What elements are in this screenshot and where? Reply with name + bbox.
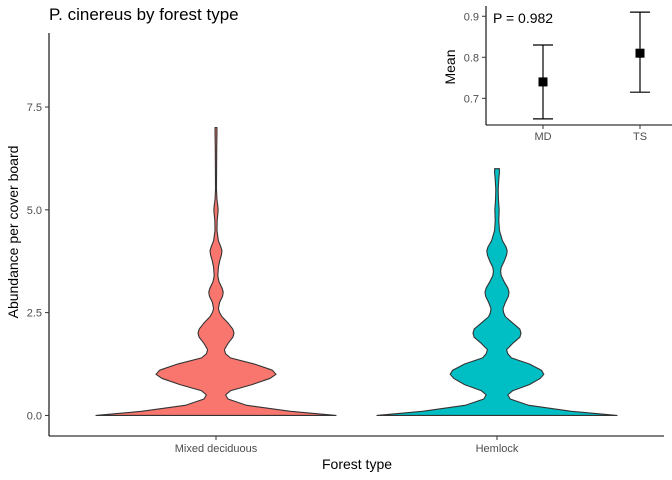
inset-y-tick-label: 0.7 (464, 93, 479, 105)
x-axis-label: Forest type (322, 456, 392, 472)
inset-mean-point (635, 48, 645, 58)
inset-point-group (533, 11, 650, 120)
violin-plot: P. cinereus by forest type 0.02.55.07.5 … (5, 5, 664, 472)
violin-mixed-deciduous (95, 127, 337, 416)
x-tick-label: Mixed deciduous (175, 443, 258, 455)
y-tick-label: 5.0 (27, 205, 42, 217)
inset-x-tick-group: MD TS (534, 125, 647, 143)
inset-y-axis-label: Mean (442, 49, 458, 84)
y-tick-group: 0.0 2.5 5.0 7.5 (27, 102, 49, 422)
inset-mean-plot: 0.7 0.8 0.9 MD TS P = 0.982 Mean (442, 0, 672, 143)
y-tick-label: 7.5 (27, 102, 42, 114)
inset-x-tick-label: TS (633, 131, 647, 143)
inset-y-tick-group: 0.7 0.8 0.9 (464, 11, 486, 105)
inset-annotation: P = 0.982 (493, 10, 553, 26)
inset-background (484, 0, 672, 140)
chart-title: P. cinereus by forest type (49, 5, 239, 24)
inset-y-tick-label: 0.8 (464, 52, 479, 64)
x-tick-label: Hemlock (476, 443, 519, 455)
violin-hemlock (376, 168, 618, 416)
inset-y-tick-label: 0.9 (464, 11, 479, 23)
x-tick-group: Mixed deciduous Hemlock (175, 436, 519, 455)
violin-group (95, 127, 618, 416)
y-axis-label: Abundance per cover board (5, 146, 21, 319)
inset-x-tick-label: MD (534, 131, 551, 143)
y-tick-label: 0.0 (27, 410, 42, 422)
inset-mean-point (538, 77, 548, 87)
y-tick-label: 2.5 (27, 308, 42, 320)
